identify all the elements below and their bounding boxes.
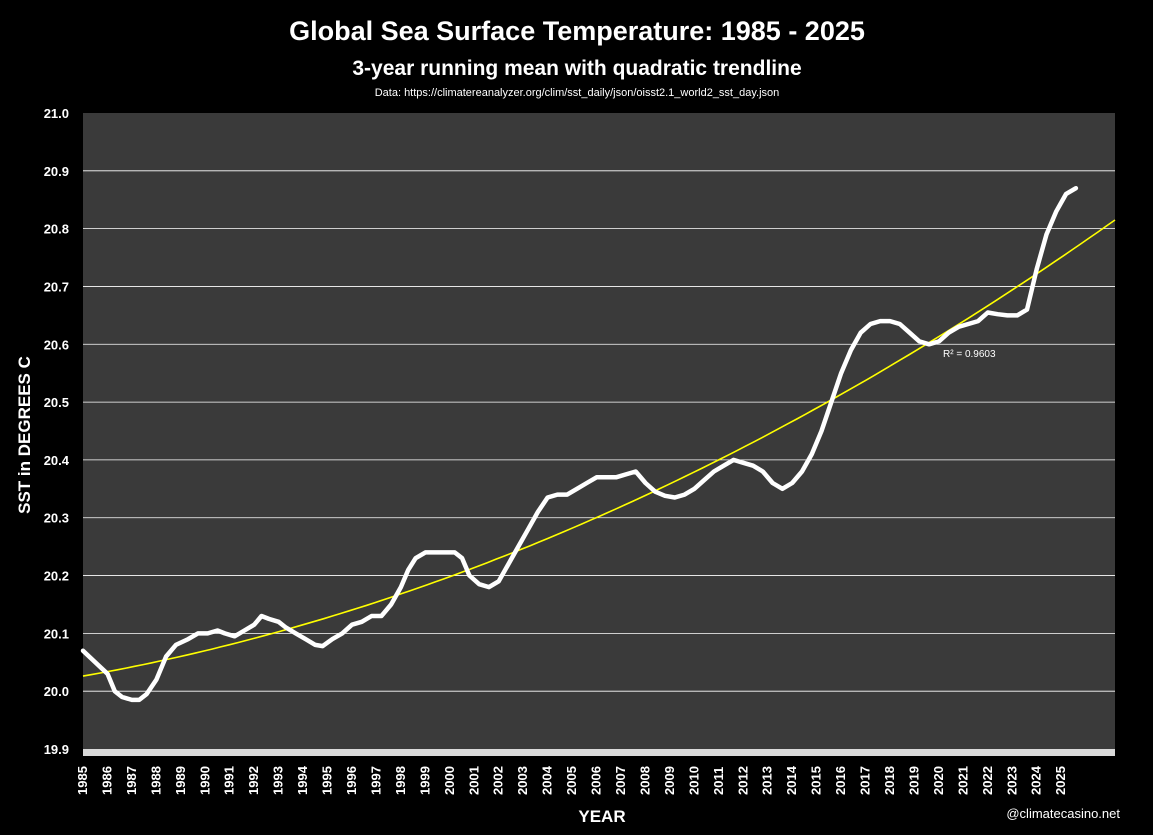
x-tick-label: 2002: [491, 766, 506, 795]
x-tick-label: 2004: [540, 765, 555, 795]
x-tick-label: 1990: [197, 766, 212, 795]
x-tick-label: 2001: [466, 766, 481, 795]
x-tick-label: 2006: [589, 766, 604, 795]
y-tick-label: 19.9: [44, 742, 69, 757]
y-tick-label: 20.9: [44, 164, 69, 179]
x-tick-label: 2000: [442, 766, 457, 795]
x-tick-label: 2016: [833, 766, 848, 795]
watermark: @climatecasino.net: [1006, 806, 1120, 821]
x-tick-label: 2015: [809, 766, 824, 795]
x-tick-label: 1995: [320, 766, 335, 795]
y-tick-label: 20.5: [44, 395, 69, 410]
x-tick-label: 2018: [882, 766, 897, 795]
gridlines: [83, 170, 1115, 692]
x-tick-label: 1985: [75, 766, 90, 795]
y-tick-label: 20.2: [44, 569, 69, 584]
chart-subtitle: 3-year running mean with quadratic trend…: [352, 57, 801, 80]
x-tick-label: 2009: [662, 766, 677, 795]
x-tick-label: 1997: [368, 766, 383, 795]
x-tick-label: 2017: [858, 766, 873, 795]
x-tick-label: 1992: [246, 766, 261, 795]
series-line-sst: [80, 185, 1079, 703]
x-tick-label: 2022: [980, 766, 995, 795]
x-tick-label: 2007: [613, 766, 628, 795]
y-tick-label: 20.8: [44, 222, 69, 237]
y-tick-label: 20.1: [44, 626, 69, 641]
x-tick-label: 2005: [564, 766, 579, 795]
x-tick-label: 2023: [1004, 766, 1019, 795]
x-tick-label: 1999: [417, 766, 432, 795]
x-tick-label: 2021: [955, 766, 970, 795]
x-tick-label: 1989: [173, 766, 188, 795]
y-tick-label: 20.6: [44, 337, 69, 352]
y-tick-labels: 19.9 20.0 20.1 20.2 20.3 20.4 20.5 20.6 20.7 20.8…: [44, 106, 70, 757]
x-tick-label: 2013: [760, 766, 775, 795]
y-tick-label: 20.0: [44, 684, 69, 699]
chart-title: Global Sea Surface Temperature: 1985 - 2…: [289, 16, 865, 46]
x-tick-label: 1998: [393, 766, 408, 795]
x-tick-label: 2020: [931, 766, 946, 795]
y-tick-label: 20.4: [44, 453, 70, 468]
x-tick-label: 2024: [1029, 765, 1044, 795]
trendline: [82, 219, 1116, 677]
x-tick-labels: 1985 1986 1987 1988 1989 1990 1991 1992 1993 1994…: [75, 765, 1068, 795]
x-tick-label: 1991: [222, 766, 237, 795]
y-tick-label: 21.0: [44, 106, 69, 121]
y-tick-label: 20.7: [44, 279, 69, 294]
x-tick-label: 2019: [906, 766, 921, 795]
x-tick-label: 2010: [686, 766, 701, 795]
y-axis-label: SST in DEGREES C: [15, 356, 34, 514]
x-tick-label: 1994: [295, 765, 310, 795]
r-squared-label: R² = 0.9603: [943, 349, 996, 360]
x-tick-label: 2008: [637, 766, 652, 795]
x-tick-label: 2012: [735, 766, 750, 795]
x-tick-label: 1993: [271, 766, 286, 795]
y-tick-label: 20.3: [44, 511, 69, 526]
plot-floor-band: [83, 749, 1115, 756]
x-tick-label: 1986: [99, 766, 114, 795]
x-tick-label: 2011: [711, 767, 726, 795]
x-tick-label: 1987: [124, 766, 139, 795]
chart-source: Data: https://climatereanalyzer.org/clim…: [375, 87, 780, 99]
x-tick-label: 1996: [344, 766, 359, 795]
plot-area: [83, 113, 1115, 749]
x-tick-label: 1988: [148, 766, 163, 795]
x-tick-label: 2003: [515, 766, 530, 795]
x-tick-label: 2014: [784, 765, 799, 795]
x-axis-label: YEAR: [578, 807, 625, 826]
x-tick-label: 2025: [1053, 766, 1068, 795]
